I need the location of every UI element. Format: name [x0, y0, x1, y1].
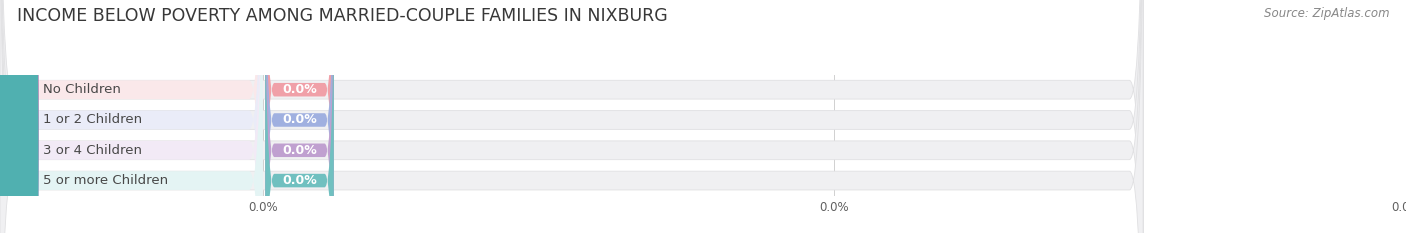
- Text: 0.0%: 0.0%: [283, 113, 316, 127]
- FancyBboxPatch shape: [0, 0, 1143, 233]
- FancyBboxPatch shape: [0, 0, 263, 233]
- Text: Source: ZipAtlas.com: Source: ZipAtlas.com: [1264, 7, 1389, 20]
- Text: No Children: No Children: [44, 83, 121, 96]
- FancyBboxPatch shape: [0, 0, 263, 233]
- FancyBboxPatch shape: [0, 0, 1143, 233]
- FancyBboxPatch shape: [266, 0, 333, 233]
- Text: 0.0%: 0.0%: [283, 83, 316, 96]
- Text: 1 or 2 Children: 1 or 2 Children: [44, 113, 142, 127]
- Text: 5 or more Children: 5 or more Children: [44, 174, 169, 187]
- FancyBboxPatch shape: [0, 0, 263, 233]
- Circle shape: [0, 0, 38, 233]
- Circle shape: [0, 0, 38, 233]
- FancyBboxPatch shape: [0, 0, 1143, 233]
- Text: 0.0%: 0.0%: [283, 144, 316, 157]
- FancyBboxPatch shape: [266, 0, 333, 233]
- Circle shape: [0, 0, 38, 233]
- Text: INCOME BELOW POVERTY AMONG MARRIED-COUPLE FAMILIES IN NIXBURG: INCOME BELOW POVERTY AMONG MARRIED-COUPL…: [17, 7, 668, 25]
- FancyBboxPatch shape: [0, 0, 263, 233]
- FancyBboxPatch shape: [266, 0, 333, 233]
- Text: 0.0%: 0.0%: [283, 174, 316, 187]
- FancyBboxPatch shape: [266, 0, 333, 233]
- Text: 3 or 4 Children: 3 or 4 Children: [44, 144, 142, 157]
- Circle shape: [0, 0, 38, 233]
- FancyBboxPatch shape: [0, 0, 1143, 233]
